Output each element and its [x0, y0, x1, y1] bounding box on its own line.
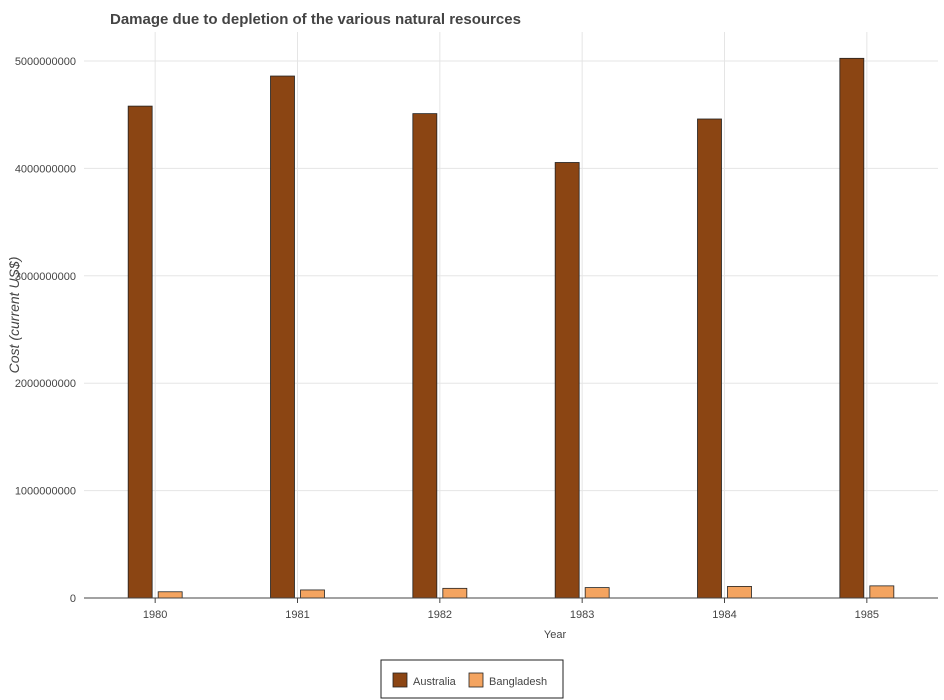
plot-area [84, 32, 938, 598]
bar-australia-1984 [697, 118, 722, 599]
bar-bangladesh-1985 [869, 585, 895, 599]
x-tick-labels: 1980 1981 1982 1983 1984 1985 [143, 598, 879, 621]
bar-australia-1981 [270, 75, 295, 599]
y-axis-label: Cost (current US$) [6, 257, 22, 374]
bar-australia-1983 [554, 162, 580, 599]
y-tick-label: 0 [70, 593, 76, 605]
x-tick-label: 1985 [855, 609, 879, 621]
bar-bangladesh-1984 [727, 586, 752, 599]
legend: Australia Bangladesh [380, 659, 564, 699]
x-axis-label: Year [544, 629, 567, 641]
y-tick-label: 5000000000 [15, 56, 76, 68]
grid [84, 32, 938, 599]
chart-title: Damage due to depletion of the various n… [110, 11, 521, 28]
bar-australia-1980 [127, 105, 153, 599]
legend-swatch-bangladesh [468, 672, 484, 688]
y-tick-label: 3000000000 [15, 271, 76, 283]
legend-label-bangladesh: Bangladesh [489, 676, 547, 688]
y-tick-label: 1000000000 [15, 486, 76, 498]
x-tick-label: 1981 [285, 609, 309, 621]
legend-swatch-australia [392, 672, 408, 688]
bar-bangladesh-1982 [442, 587, 468, 599]
y-tick-label: 4000000000 [15, 163, 76, 175]
y-tick-labels: 0 1000000000 2000000000 3000000000 400000000… [15, 56, 76, 605]
legend-box [380, 659, 564, 699]
legend-label-australia: Australia [413, 676, 457, 688]
x-tick-label: 1980 [143, 609, 167, 621]
bar-bangladesh-1981 [300, 589, 325, 599]
x-tick-label: 1982 [428, 609, 452, 621]
bars [127, 57, 895, 599]
x-tick-label: 1983 [570, 609, 594, 621]
bar-australia-1982 [412, 113, 438, 599]
x-tick-label: 1984 [712, 609, 736, 621]
y-tick-label: 2000000000 [15, 378, 76, 390]
bar-bangladesh-1983 [584, 587, 610, 599]
bar-bangladesh-1980 [157, 591, 183, 599]
bar-australia-1985 [839, 57, 865, 599]
